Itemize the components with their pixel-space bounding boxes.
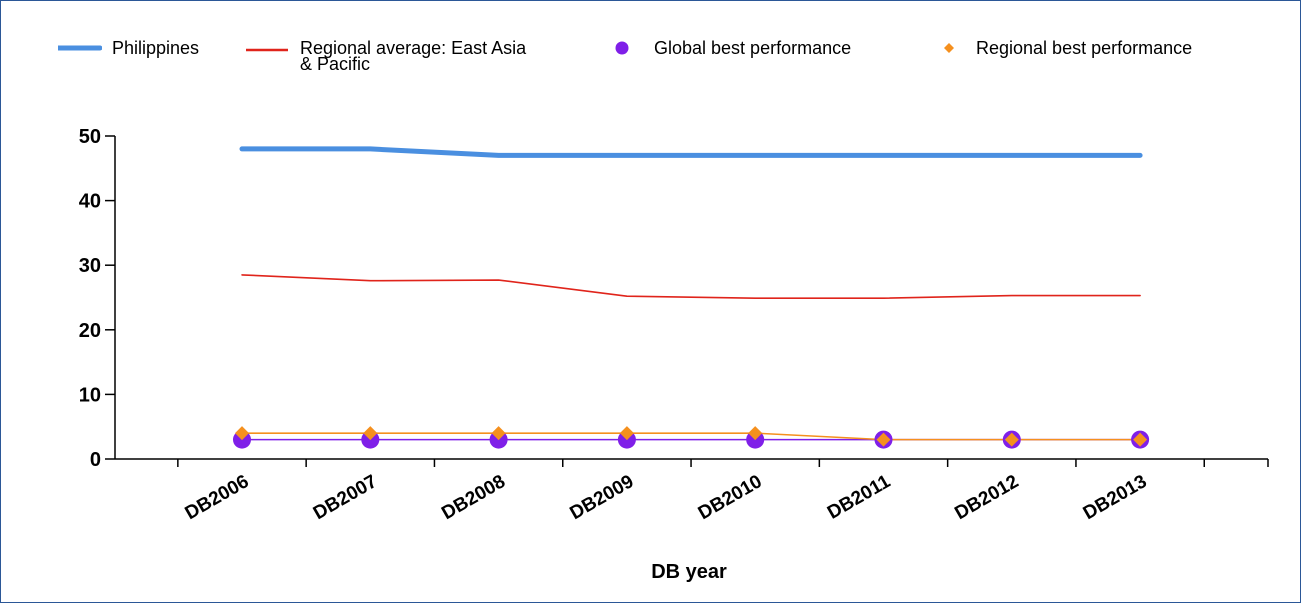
- legend-swatch-regional-best: [944, 43, 954, 53]
- legend-swatch-regional-average: [246, 48, 288, 52]
- series-line: [241, 432, 1141, 441]
- y-tick-label: 50: [79, 126, 101, 148]
- y-tick-label: 20: [79, 320, 101, 342]
- x-tick-label: DB2007: [310, 471, 381, 524]
- legend-item-global-best[interactable]: Global best performance: [610, 38, 852, 58]
- x-tick-label: DB2013: [1080, 471, 1151, 524]
- regional-best-point: [1004, 432, 1019, 447]
- legend-label-philippines: Philippines: [112, 38, 200, 58]
- y-tick-label: 10: [79, 384, 101, 406]
- legend-label-regional-best: Regional best performance: [976, 38, 1193, 58]
- legend-item-regional-best[interactable]: Regional best performance: [936, 38, 1193, 58]
- x-axis-label: DB year: [651, 561, 727, 583]
- x-tick-label: DB2009: [567, 471, 638, 524]
- regional-best-point: [491, 426, 506, 441]
- x-tick-labels: DB2006 DB2007 DB2008 DB2009 DB2010 DB2011 DB20…: [182, 471, 1151, 524]
- chart-series: [233, 146, 1150, 449]
- legend-label-regional-average: Regional average: East Asia & Pacific: [300, 38, 527, 74]
- chart-axes: [105, 135, 1269, 467]
- regional-best-point: [748, 426, 763, 441]
- legend-item-regional-average[interactable]: Regional average: East Asia & Pacific: [246, 38, 527, 74]
- y-tick-labels: 0 10 20 30 40 50: [79, 126, 101, 471]
- x-tick-label: DB2006: [182, 471, 253, 524]
- legend-item-philippines[interactable]: Philippines: [58, 38, 200, 58]
- series-line: [239, 146, 1143, 158]
- chart-legend: Philippines Regional average: East Asia …: [0, 38, 1303, 100]
- legend-swatch-global-best: [615, 41, 629, 55]
- x-tick-label: DB2012: [951, 471, 1022, 524]
- regional-best-point: [619, 426, 634, 441]
- regional-best-point: [363, 426, 378, 441]
- regional-best-point: [235, 426, 249, 441]
- regional-best-point: [876, 432, 891, 447]
- y-tick-label: 30: [79, 255, 101, 277]
- x-tick-label: DB2011: [824, 471, 894, 524]
- x-tick-label: DB2010: [695, 471, 766, 524]
- regional-best-point: [1133, 432, 1148, 447]
- y-tick-label: 0: [90, 449, 101, 471]
- x-tick-label: DB2008: [438, 471, 509, 524]
- y-tick-label: 40: [79, 191, 101, 213]
- series-line: [241, 274, 1141, 299]
- legend-swatch-philippines: [58, 45, 102, 51]
- legend-label-global-best: Global best performance: [654, 38, 852, 58]
